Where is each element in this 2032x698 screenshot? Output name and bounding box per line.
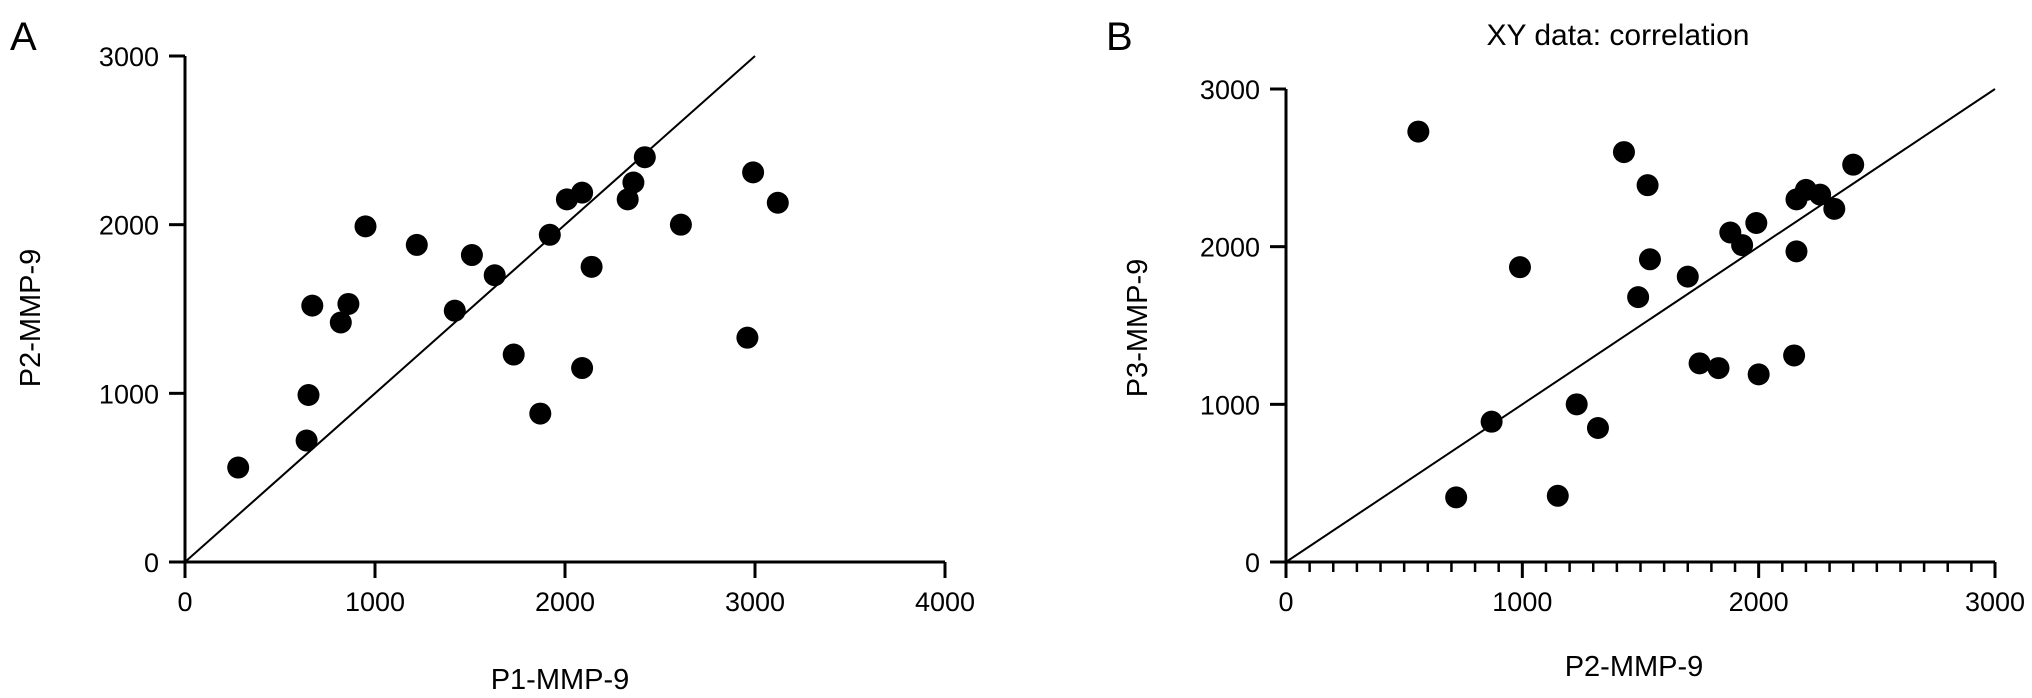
panel-a-identity-line <box>184 55 756 563</box>
panel-b-y-tick-label: 3000 <box>1200 75 1260 105</box>
panel-a-data-point <box>297 384 320 407</box>
panel-a-data-point <box>483 264 506 287</box>
panel-b-data-point <box>1842 153 1865 176</box>
panel-b-data-point <box>1546 484 1569 507</box>
panel-b-x-axis-title: P2-MMP-9 <box>1565 651 1704 683</box>
panel-b-y-axis-title: P3-MMP-9 <box>1122 259 1154 398</box>
panel-a-x-tick-label: 3000 <box>725 587 785 617</box>
panel-a-x-tick-label: 0 <box>177 587 192 617</box>
panel-b-x-tick-labels: 0 1000 2000 3000 <box>1278 587 2025 617</box>
panel-a-x-tick-label: 2000 <box>535 587 595 617</box>
panel-b-y-tick-label: 1000 <box>1200 390 1260 420</box>
panel-b-data-point <box>1480 410 1503 433</box>
panel-a-data-point <box>227 456 250 479</box>
panel-b-data-point <box>1636 174 1659 197</box>
panel-a-y-tick-label: 1000 <box>99 379 159 409</box>
panel-a-data-point <box>337 292 360 315</box>
panel-b-letter: B <box>1106 15 1133 59</box>
panel-a-data-point <box>616 188 639 211</box>
panel-a-letter: A <box>10 15 37 59</box>
panel-a-data-point <box>354 215 377 238</box>
panel-a-x-tick-label: 1000 <box>345 587 405 617</box>
panel-b-data-point <box>1785 240 1808 263</box>
panel-a-y-tick-label: 0 <box>144 548 159 578</box>
panel-b-data-point <box>1586 416 1609 439</box>
panel-b-y-tick-labels: 0 1000 2000 3000 <box>1200 75 1260 578</box>
panel-a-data-point <box>538 223 561 246</box>
panel-b-data-point <box>1745 212 1768 235</box>
panel-b-data-point <box>1747 363 1770 386</box>
panel-b-data-point <box>1688 352 1711 375</box>
panel-a-data-point <box>301 294 324 317</box>
panel-a-data-point <box>633 146 656 169</box>
panel-a-data-point <box>502 343 525 366</box>
panel-a-data-point <box>295 429 318 452</box>
panel-a: A 0 1000 2000 3000 4000 0 1000 2000 3000 P1-MMP… <box>10 15 975 696</box>
panel-b-x-tick-label: 0 <box>1278 587 1293 617</box>
panel-a-data-point <box>736 326 759 349</box>
panel-a-data-point <box>669 213 692 236</box>
panel-b-x-tick-label: 2000 <box>1729 587 1789 617</box>
panel-a-x-axis-title: P1-MMP-9 <box>491 664 630 696</box>
panel-a-y-tick-label: 2000 <box>99 211 159 241</box>
panel-a-x-tick-label: 4000 <box>915 587 975 617</box>
panel-b-data-point <box>1707 357 1730 380</box>
panel-a-y-axis-title: P2-MMP-9 <box>15 249 47 388</box>
panel-a-data-point <box>529 402 552 425</box>
panel-a-data-point <box>460 244 483 267</box>
panel-a-x-tick-labels: 0 1000 2000 3000 4000 <box>177 587 975 617</box>
panel-b-data-point <box>1407 120 1430 143</box>
panel-b-title: XY data: correlation <box>1487 19 1750 52</box>
panel-a-data-point <box>405 233 428 256</box>
panel-b-data-point <box>1731 234 1754 257</box>
panel-a-plot-area <box>169 54 947 578</box>
panel-b-x-tick-label: 3000 <box>1965 587 2025 617</box>
panel-b-y-tick-label: 2000 <box>1200 233 1260 263</box>
panel-b-data-point <box>1809 183 1832 206</box>
panel-b-data-point <box>1783 344 1806 367</box>
panel-b-data-point <box>1676 265 1699 288</box>
panel-b-identity-line <box>1285 88 1996 563</box>
panel-b-data-point <box>1612 141 1635 164</box>
panel-a-data-point <box>742 161 765 184</box>
panel-b-data-point <box>1445 486 1468 509</box>
panel-a-data-point <box>571 357 594 380</box>
panel-a-data-point <box>622 171 645 194</box>
panel-b-data-point <box>1638 248 1661 271</box>
panel-b-x-tick-label: 1000 <box>1492 587 1552 617</box>
panel-b-plot-area <box>1270 87 1997 578</box>
panel-b-data-point <box>1627 286 1650 309</box>
panel-a-y-tick-label: 3000 <box>99 42 159 72</box>
panel-a-data-point <box>571 181 594 204</box>
panel-a-data-point <box>443 299 466 322</box>
panel-a-data-point <box>766 191 789 214</box>
panel-b-data-point <box>1508 256 1531 279</box>
panel-a-data-point <box>329 311 352 334</box>
panel-a-y-tick-labels: 0 1000 2000 3000 <box>99 42 159 578</box>
panel-b-data-point <box>1823 197 1846 220</box>
panel-b-y-tick-label: 0 <box>1245 548 1260 578</box>
panel-a-data-point <box>580 255 603 278</box>
panel-b: B XY data: correlation 0 1000 2000 3000 0 10… <box>1106 15 2025 683</box>
panel-b-data-point <box>1565 393 1588 416</box>
